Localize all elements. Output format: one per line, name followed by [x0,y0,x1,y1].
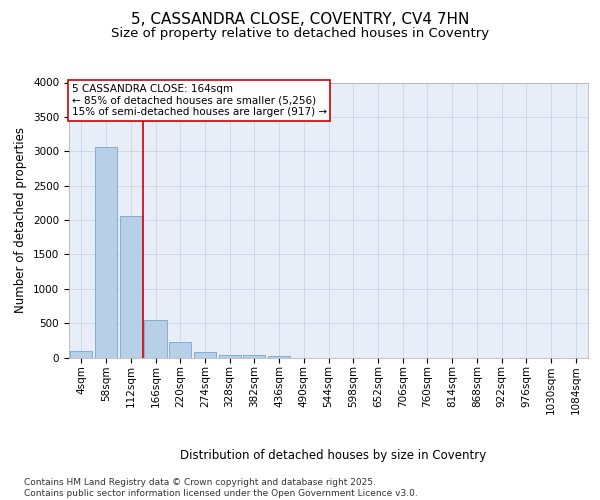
Bar [218,355,241,358]
Text: 5, CASSANDRA CLOSE, COVENTRY, CV4 7HN: 5, CASSANDRA CLOSE, COVENTRY, CV4 7HN [131,12,469,28]
Bar [243,356,265,358]
Text: Contains HM Land Registry data © Crown copyright and database right 2025.
Contai: Contains HM Land Registry data © Crown c… [24,478,418,498]
Bar [145,320,167,358]
Text: Distribution of detached houses by size in Coventry: Distribution of detached houses by size … [180,450,486,462]
Bar [194,352,216,358]
Text: 5 CASSANDRA CLOSE: 164sqm
← 85% of detached houses are smaller (5,256)
15% of se: 5 CASSANDRA CLOSE: 164sqm ← 85% of detac… [71,84,327,117]
Y-axis label: Number of detached properties: Number of detached properties [14,127,28,313]
Bar [119,216,142,358]
Text: Size of property relative to detached houses in Coventry: Size of property relative to detached ho… [111,28,489,40]
Bar [95,147,117,358]
Bar [70,350,92,358]
Bar [169,342,191,357]
Bar [268,356,290,358]
